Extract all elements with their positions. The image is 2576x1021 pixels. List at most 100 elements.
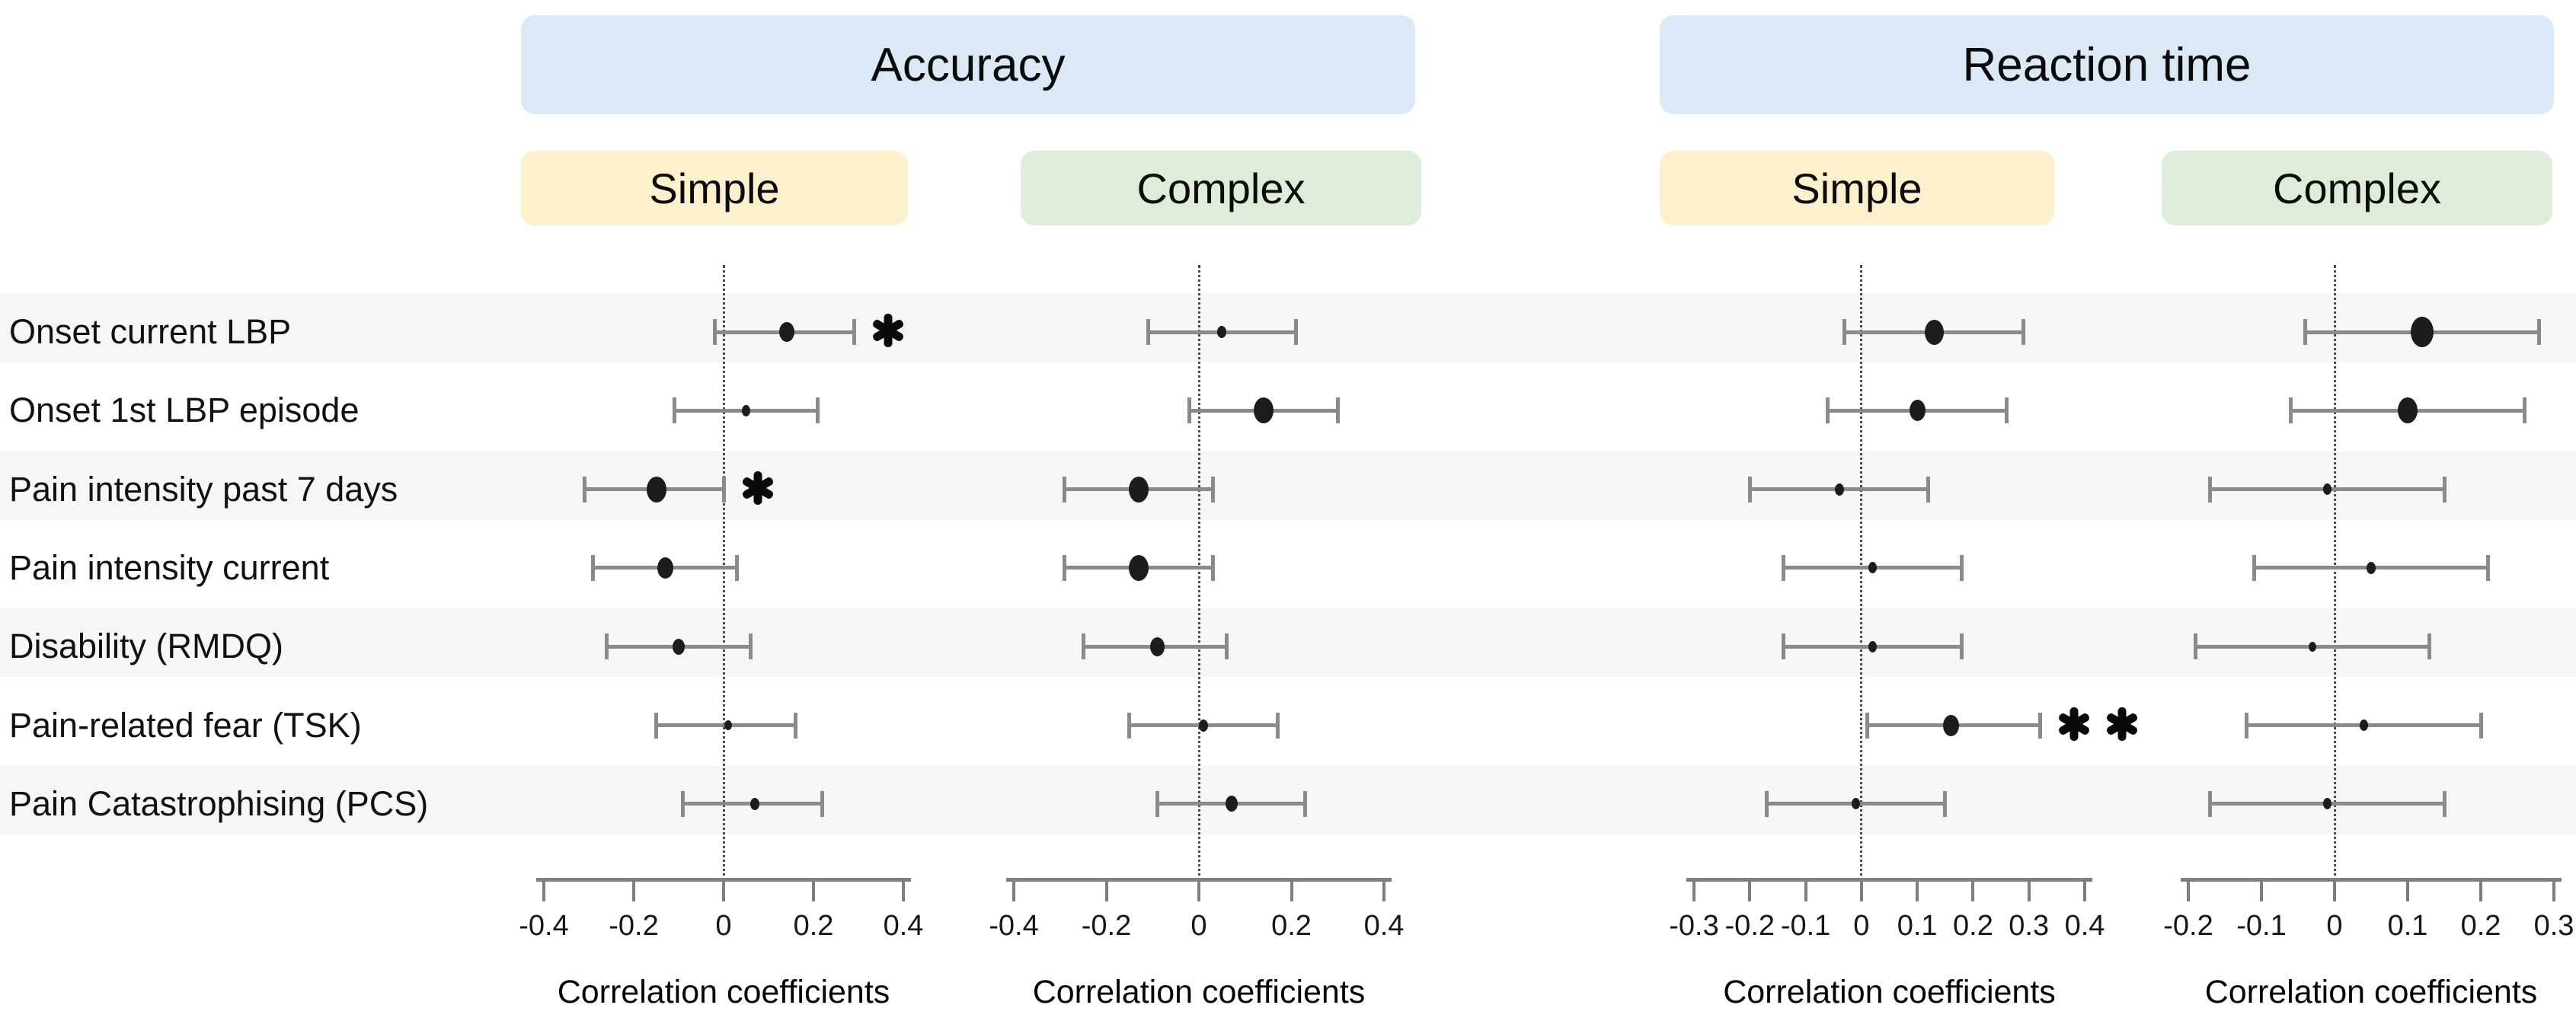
error-bar-cap-right [721,476,726,503]
point-marker [2359,719,2368,731]
x-tick [2260,882,2263,901]
point-marker [2367,561,2376,574]
x-tick-label: -0.2 [1081,910,1132,942]
error-bar-cap-right [1294,319,1299,345]
x-tick [902,882,905,901]
error-bar-cap-right [816,397,820,424]
error-bar-cap-right [820,790,825,817]
condition-header-accuracy-simple: Simple [521,151,908,225]
error-bar-cap-left [1781,633,1785,660]
row-label: Pain intensity current [9,547,330,587]
error-bar-cap-left [1747,476,1752,503]
x-tick [2027,882,2031,901]
x-tick-label: 0.4 [883,910,924,942]
point-marker [1868,640,1877,652]
point-marker [2411,317,2434,347]
error-bar-cap-right [2537,319,2542,345]
row-label: Pain-related fear (TSK) [9,705,362,745]
x-tick [1748,882,1752,901]
x-axis [1006,878,1392,882]
error-bar-cap-left [672,397,676,424]
x-axis [536,878,911,882]
point-marker [1909,400,1926,422]
error-bar-cap-left [654,712,658,739]
asterisk-icon [2057,707,2092,741]
error-bar-cap-right [2479,712,2483,739]
condition-header-accuracy-complex: Complex [1021,151,1421,225]
x-tick-label: 0 [1853,910,1870,942]
zero-reference-line [1197,265,1200,882]
error-bar-cap-right [2486,554,2491,581]
point-marker [1225,796,1238,812]
error-bar-cap-left [2252,554,2256,581]
x-tick-label: 0 [1191,910,1207,942]
point-marker [1129,476,1149,503]
x-tick-label: 0 [715,910,732,942]
point-marker [1217,326,1227,338]
row-stripe [0,294,2576,362]
x-tick [2406,882,2409,901]
error-bar-cap-right [852,319,856,345]
x-tick [2552,882,2555,901]
error-bar-cap-left [1187,397,1192,424]
x-tick [1012,882,1015,901]
error-bar-cap-left [1826,397,1830,424]
x-tick-label: 0 [2326,910,2343,942]
x-axis-title: Correlation coefficients [1723,974,2056,1010]
error-bar-cap-right [1275,712,1280,739]
x-tick [1104,882,1108,901]
x-tick-label: 0.4 [2064,910,2105,942]
error-bar-cap-right [2442,476,2447,503]
error-bar-cap-right [2523,397,2527,424]
error-bar-cap-right [735,554,740,581]
point-marker [742,404,750,416]
error-bar-cap-left [712,319,717,345]
error-bar-cap-left [1865,712,1869,739]
x-tick [2333,882,2336,901]
x-tick-label: -0.1 [1780,910,1831,942]
point-marker [646,476,666,503]
point-marker [1942,714,1959,736]
x-tick [2479,882,2482,901]
x-axis-title: Correlation coefficients [557,974,890,1010]
row-stripe [0,451,2576,520]
asterisk-icon [2105,707,2140,741]
x-tick-label: 0.1 [2387,910,2428,942]
error-bar-cap-left [1063,554,1067,581]
row-stripe [0,765,2576,834]
x-tick [1382,882,1385,901]
x-tick-label: 0.4 [1363,910,1405,942]
zero-reference-line [1860,265,1863,882]
x-tick-label: 0.1 [1897,910,1938,942]
row-label: Onset 1st LBP episode [9,391,360,430]
x-tick-label: 0.2 [1271,910,1312,942]
point-marker [1834,483,1844,496]
condition-header-reaction-time-simple: Simple [1660,151,2054,225]
error-bar-cap-right [748,633,753,660]
row-label: Pain Catastrophising (PCS) [9,783,429,823]
row-stripe [0,608,2576,678]
error-bar-cap-left [2288,397,2293,424]
error-bar-cap-left [1781,554,1785,581]
group-header-reaction-time: Reaction time [1660,15,2554,114]
point-marker [1254,397,1274,424]
error-bar-cap-left [2245,712,2249,739]
row-label: Onset current LBP [9,312,292,351]
point-marker [673,638,685,655]
error-bar-cap-left [2194,633,2198,660]
x-tick [1916,882,1919,901]
x-axis-title: Correlation coefficients [1032,974,1366,1010]
x-tick-label: -0.4 [519,910,569,942]
x-tick-label: 0.2 [1953,910,1993,942]
error-bar-cap-left [2208,476,2213,503]
x-tick [1290,882,1293,901]
x-tick-label: -0.3 [1669,910,1719,942]
x-tick [2187,882,2190,901]
x-tick [722,882,725,901]
error-bar-cap-left [1764,790,1769,817]
error-bar-cap-right [1960,633,1964,660]
error-bar-cap-right [1943,790,1948,817]
error-bar-cap-right [2037,712,2042,739]
